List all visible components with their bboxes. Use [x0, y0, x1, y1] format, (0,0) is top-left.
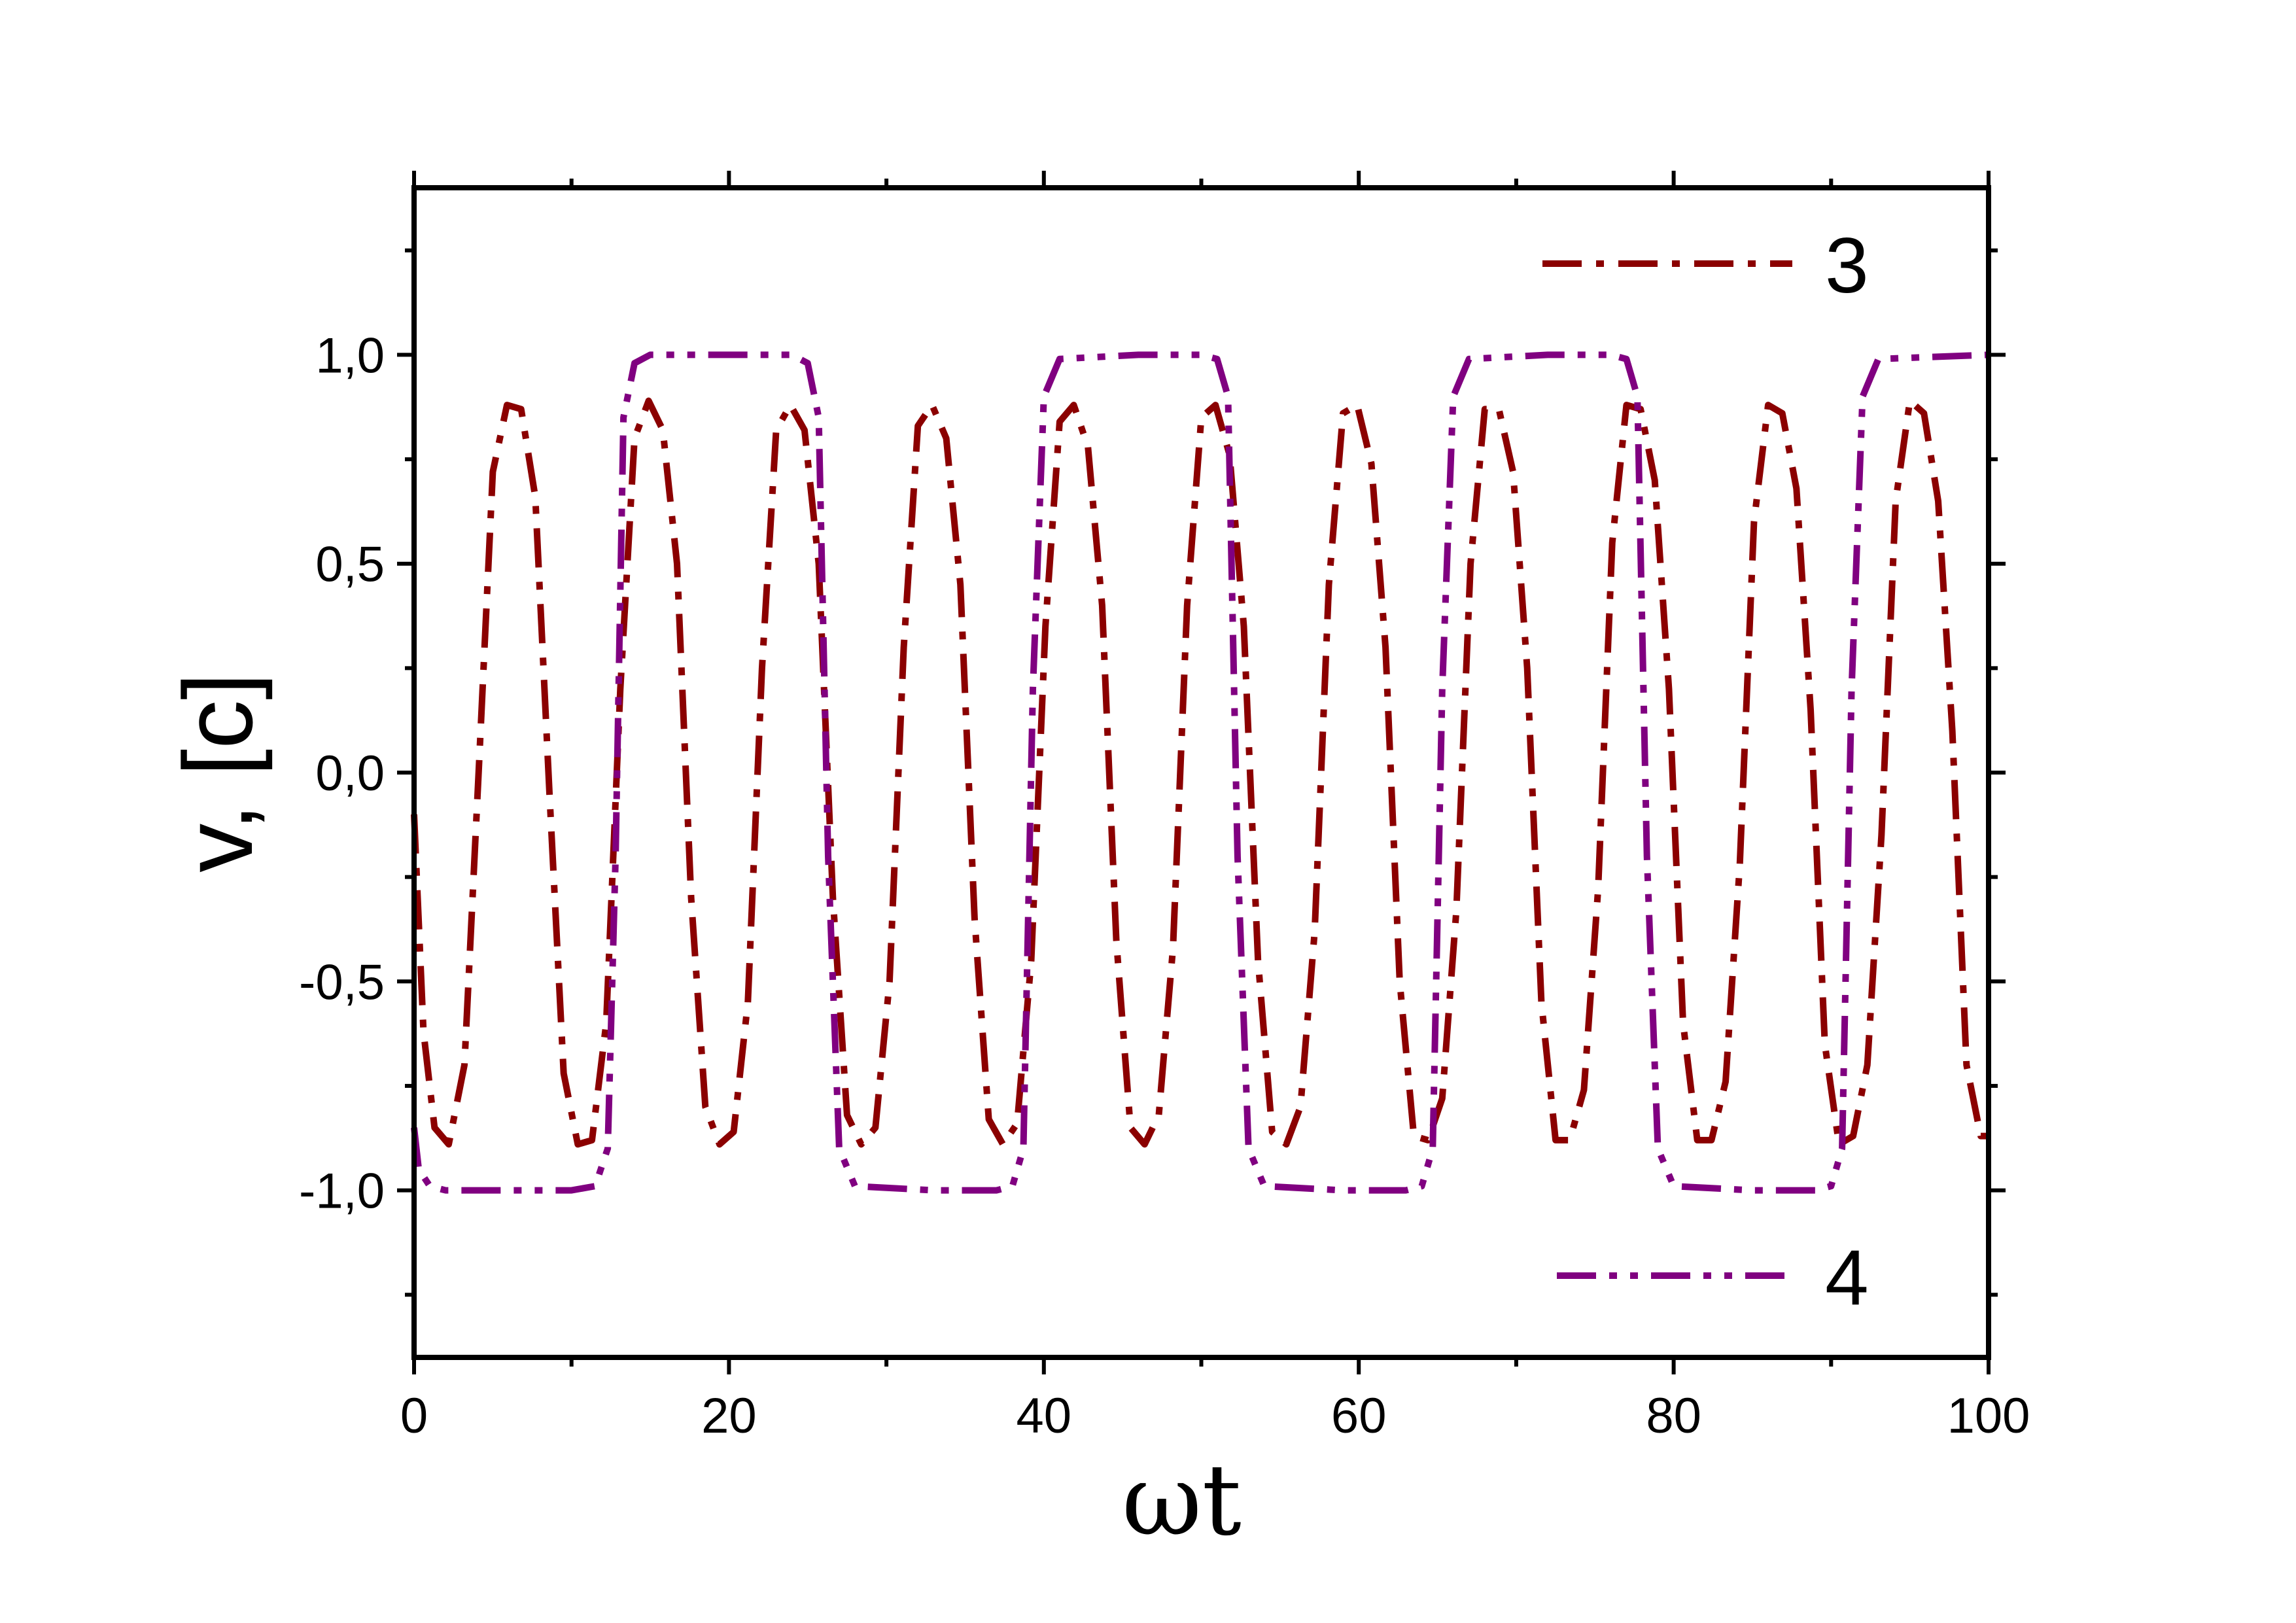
y-axis-title: v, [c]: [163, 672, 273, 873]
x-axis-title: ωt: [1122, 1444, 1242, 1558]
legend-label-4: 4: [1825, 1234, 1869, 1321]
x-tick-label: 20: [701, 1388, 757, 1444]
y-tick-label: -0,5: [299, 954, 385, 1010]
x-tick-label: 40: [1017, 1388, 1072, 1444]
y-tick-label: 0,0: [315, 746, 385, 801]
x-tick-label: 80: [1646, 1388, 1701, 1444]
x-tick-label: 100: [1947, 1388, 2030, 1444]
series-layer: [411, 351, 1989, 1194]
series-line-4: [411, 351, 1989, 1194]
legend-label-3: 3: [1825, 222, 1869, 309]
x-tick-label: 0: [400, 1388, 428, 1444]
plot-frame: [411, 185, 1991, 1360]
y-tick-label: -1,0: [299, 1164, 385, 1219]
x-tick-label: 60: [1331, 1388, 1387, 1444]
ticks-layer: 0 20 40 60 80 100 -1,0 -0,5 0,0 0,5 1,0: [299, 171, 2030, 1444]
legend: 34: [1542, 222, 1869, 1321]
y-tick-label: 1,0: [315, 328, 385, 383]
series-line-3: [411, 397, 1989, 1148]
y-tick-label: 0,5: [315, 537, 385, 593]
